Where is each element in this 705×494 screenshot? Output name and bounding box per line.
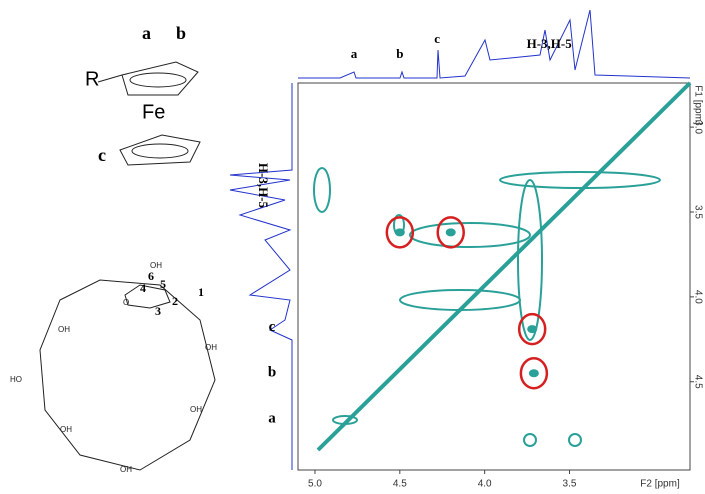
cp-aromatic bbox=[132, 144, 188, 158]
position: 6 bbox=[148, 269, 154, 283]
diagonal bbox=[318, 83, 690, 450]
y-tick-label: 4.0 bbox=[692, 290, 703, 304]
x-axis-label: F2 [ppm] bbox=[640, 479, 680, 490]
label-a: a bbox=[142, 23, 151, 43]
cp-ring-top bbox=[122, 62, 198, 95]
oh-label: OH bbox=[190, 405, 202, 414]
contour bbox=[569, 434, 581, 446]
x-tick-label: 5.0 bbox=[308, 479, 322, 490]
r-bond bbox=[98, 75, 122, 82]
y-axis-label: F1 [ppm] bbox=[692, 85, 703, 125]
y-tick-label: 3.5 bbox=[692, 205, 703, 219]
top-peak-label: a bbox=[351, 46, 358, 61]
label-c: c bbox=[98, 145, 106, 165]
position: 4 bbox=[140, 281, 146, 295]
cp-aromatic bbox=[130, 73, 186, 87]
oh-label: OH bbox=[60, 425, 72, 434]
position: 3 bbox=[155, 304, 161, 318]
contour bbox=[400, 290, 520, 310]
figure: a b R Fe c OH 6 5 4 1 2 3 O HO OH OH OH … bbox=[0, 0, 705, 494]
label-b: b bbox=[176, 23, 186, 43]
x-tick-label: 3.5 bbox=[563, 479, 577, 490]
top-peak-label: b bbox=[396, 46, 403, 61]
position: 1 bbox=[198, 285, 204, 299]
cross-peak bbox=[446, 228, 456, 236]
oh-label: OH bbox=[205, 343, 217, 352]
left-peak-label: H-3,H-5 bbox=[256, 163, 271, 209]
contour bbox=[314, 168, 330, 212]
label-fe: Fe bbox=[142, 101, 165, 123]
top-peak-label: H-3,H-5 bbox=[527, 36, 573, 51]
oh-label: OH bbox=[120, 465, 132, 474]
oh-label: OH bbox=[58, 325, 70, 334]
top-peak-label: c bbox=[434, 31, 440, 46]
left-peak-label: c bbox=[269, 319, 276, 335]
cyclodextrin: OH 6 5 4 1 2 3 O HO OH OH OH OH OH bbox=[10, 261, 217, 474]
cross-peak bbox=[527, 325, 537, 333]
contour bbox=[500, 172, 660, 188]
top-projection bbox=[298, 10, 690, 78]
cd-ring bbox=[40, 280, 215, 470]
left-projection bbox=[230, 83, 292, 470]
left-peak-label: a bbox=[268, 411, 276, 427]
contour bbox=[524, 434, 536, 446]
ferrocene: a b R Fe c bbox=[85, 23, 200, 165]
position: 5 bbox=[160, 277, 166, 291]
contour bbox=[410, 223, 530, 247]
y-tick-label: 4.5 bbox=[692, 375, 703, 389]
ho-label: HO bbox=[10, 375, 22, 384]
x-tick-label: 4.5 bbox=[393, 479, 407, 490]
cross-peak bbox=[395, 228, 405, 236]
cross-peak bbox=[529, 369, 539, 377]
label-r: R bbox=[85, 68, 99, 90]
position: 2 bbox=[172, 294, 178, 308]
x-tick-label: 4.0 bbox=[478, 479, 492, 490]
left-peak-label: b bbox=[268, 365, 276, 381]
o-label: O bbox=[123, 298, 129, 307]
